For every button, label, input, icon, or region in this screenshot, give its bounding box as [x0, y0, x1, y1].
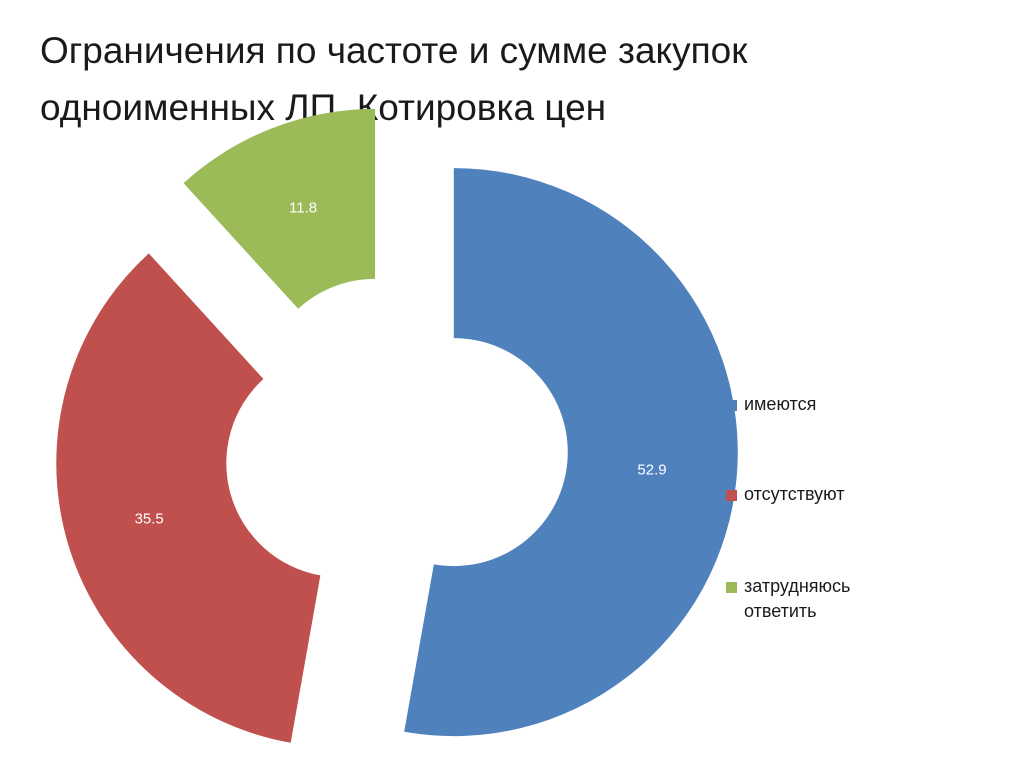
legend-label-otsutstvuyut: отсутствуют [744, 484, 845, 504]
data-label-otsutstvuyut: 35.5 [135, 511, 164, 528]
slice-imeyutsya [404, 168, 738, 737]
legend-item-imeyutsya: имеются [726, 392, 894, 417]
legend-item-zatrudnyayus: затрудняюсь ответить [726, 574, 894, 624]
legend-item-otsutstvuyut: отсутствуют [726, 482, 894, 507]
legend-swatch-otsutstvuyut [726, 490, 737, 501]
data-label-imeyutsya: 52.9 [637, 462, 666, 479]
legend-swatch-zatrudnyayus [726, 582, 737, 593]
legend-label-zatrudnyayus: затрудняюсь ответить [744, 576, 851, 621]
slice-otsutstvuyut [56, 253, 321, 743]
legend-swatch-imeyutsya [726, 400, 737, 411]
legend-label-imeyutsya: имеются [744, 394, 817, 414]
slice-zatrudnyayus [183, 108, 376, 309]
slide-title: Ограничения по частоте и сумме закупок о… [40, 30, 748, 128]
data-label-zatrudnyayus: 11.8 [289, 199, 317, 216]
